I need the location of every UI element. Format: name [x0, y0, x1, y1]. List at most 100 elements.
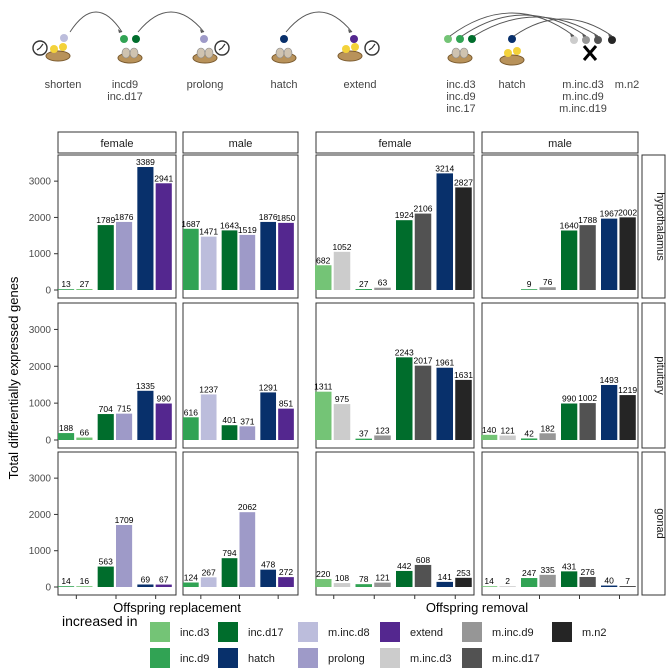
facet-strip [57, 131, 177, 154]
bar-inc.d3 [76, 289, 93, 290]
bar-prolong [239, 426, 256, 440]
bar-value-label: 37 [359, 429, 369, 439]
bar-value-label: 76 [543, 277, 553, 287]
y-tick-label: 0 [45, 583, 51, 594]
bar-inc.d17 [396, 570, 413, 587]
bar-m.inc.d17 [579, 576, 596, 587]
bar-m.n2 [455, 577, 472, 587]
bar-value-label: 1788 [578, 215, 597, 225]
bar-value-label: 1924 [395, 210, 414, 220]
arrow [137, 11, 205, 33]
bar-value-label: 1961 [435, 358, 454, 368]
legend-label: inc.d3 [180, 627, 209, 639]
facet-strip-label: gonad [654, 508, 666, 539]
bar-value-label: 715 [117, 404, 131, 414]
bar-m.inc.d3 [499, 435, 516, 440]
bar-value-label: 1640 [560, 220, 579, 230]
bar-inc.d17 [561, 403, 578, 440]
header-label: inc.d3 [446, 79, 475, 91]
bar-inc.d3 [481, 586, 498, 587]
legend-title: increased in [62, 613, 138, 629]
bar-m.n2 [619, 217, 636, 290]
facet-strip [182, 131, 299, 154]
bar-inc.d9 [58, 289, 75, 290]
bar-value-label: 253 [456, 568, 470, 578]
legend-label: inc.d17 [248, 627, 283, 639]
facet-strip [481, 131, 639, 154]
bar-value-label: 990 [157, 394, 171, 404]
arrow [513, 18, 613, 37]
bar-hatch [260, 569, 277, 587]
bar-hatch [436, 367, 453, 440]
bar-value-label: 247 [522, 568, 536, 578]
bar-value-label: 276 [581, 567, 595, 577]
bar-extend [278, 577, 294, 587]
bar-value-label: 108 [335, 573, 349, 583]
bar-value-label: 1519 [238, 225, 257, 235]
bar-value-label: 1219 [618, 385, 637, 395]
legend-label: extend [410, 627, 443, 639]
y-tick-label: 2000 [29, 213, 52, 224]
bar-value-label: 267 [202, 567, 216, 577]
y-tick-label: 3000 [29, 325, 52, 336]
facet-panel [481, 451, 639, 596]
legend-label: prolong [328, 653, 365, 665]
bar-inc.d3 [315, 579, 332, 587]
stage-dot [60, 34, 68, 42]
arrow [285, 11, 353, 33]
bar-value-label: 1789 [96, 215, 115, 225]
facet-strip [641, 302, 666, 449]
bar-value-label: 616 [184, 407, 198, 417]
bar-value-label: 1967 [600, 209, 619, 219]
cross-icon [582, 45, 598, 61]
bar-value-label: 704 [99, 404, 113, 414]
nest-icon [45, 43, 71, 62]
bar-value-label: 140 [482, 425, 496, 435]
bar-prolong [116, 524, 133, 587]
bar-inc.d17 [221, 558, 238, 587]
bar-value-label: 431 [562, 561, 576, 571]
bar-value-label: 7 [625, 576, 630, 586]
bar-value-label: 2017 [414, 356, 433, 366]
stage-dot [594, 36, 602, 44]
nest-icon [447, 47, 473, 64]
bar-hatch [137, 584, 154, 587]
bar-value-label: 1876 [259, 212, 278, 222]
y-tick-label: 0 [45, 286, 51, 297]
bar-inc.d9 [183, 228, 199, 290]
bar-value-label: 608 [416, 555, 430, 565]
bar-value-label: 67 [159, 575, 169, 585]
bar-value-label: 1850 [277, 213, 296, 223]
bar-inc.d9 [183, 417, 199, 440]
arrow [69, 11, 123, 33]
arrow [449, 12, 575, 37]
bar-value-label: 851 [279, 399, 293, 409]
bar-m.n2 [455, 379, 472, 440]
bar-value-label: 794 [222, 548, 236, 558]
bar-extend [155, 584, 172, 587]
header-label: prolong [187, 79, 224, 91]
bar-inc.d17 [561, 230, 578, 290]
bar-value-label: 121 [501, 426, 515, 436]
legend-swatch [298, 622, 318, 642]
bar-inc.d17 [97, 225, 114, 290]
bar-value-label: 78 [359, 574, 369, 584]
header-label: inc.d9 [446, 91, 475, 103]
bar-value-label: 141 [438, 572, 452, 582]
bar-value-label: 2827 [454, 177, 473, 187]
bar-m.n2 [619, 395, 636, 440]
bar-inc.d17 [396, 357, 413, 440]
bar-value-label: 27 [359, 279, 369, 289]
legend-swatch [380, 648, 400, 668]
legend-label: m.n2 [582, 627, 606, 639]
facet-panels: female male female male hypothalamus pituitar… [6, 131, 666, 615]
nest-icon [192, 47, 218, 64]
legend-swatch [552, 622, 572, 642]
bar-value-label: 1643 [220, 220, 239, 230]
bar-inc.d3 [76, 586, 93, 587]
bar-inc.d9 [58, 433, 75, 440]
facet-strip-label: pituitary [654, 356, 666, 395]
bar-value-label: 478 [261, 560, 275, 570]
bar-inc.d17 [396, 220, 413, 290]
bar-inc.d9 [521, 438, 538, 440]
